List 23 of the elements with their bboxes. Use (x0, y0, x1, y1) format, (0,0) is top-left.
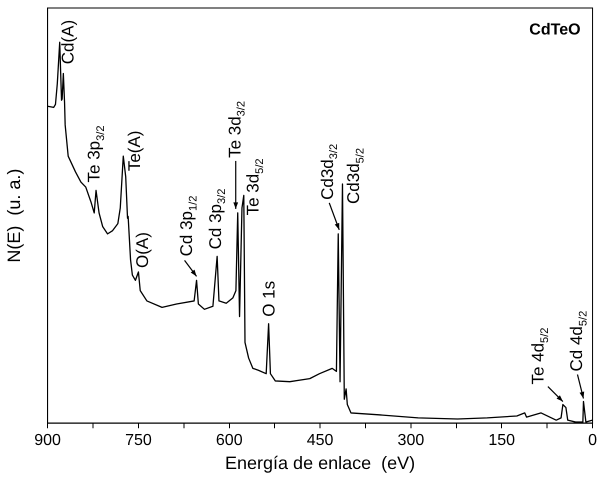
annotation: Te 3d3/2 (225, 100, 248, 158)
x-tick-label: 750 (125, 432, 152, 450)
annotation: O(A) (133, 232, 152, 268)
text: CdTeO (529, 21, 581, 38)
annotation: Cd 4d5/2 (567, 310, 590, 372)
x-tick-label: 150 (488, 432, 516, 450)
annotation: Te 3d5/2 (243, 158, 266, 216)
annotation: Te 4d5/2 (528, 328, 551, 385)
x-tick-label: 0 (588, 432, 598, 450)
x-tick-label: 600 (216, 432, 243, 450)
x-tick-label: 300 (398, 432, 424, 450)
y-axis-title: N(E) (u. a.) (4, 168, 24, 263)
x-tick-label: 450 (306, 432, 334, 450)
annotation: Cd3d5/2 (344, 148, 366, 204)
annotation: Cd 3p3/2 (206, 188, 228, 250)
annotation: Te 3p3/2 (84, 126, 108, 182)
annotation: Cd(A) (58, 20, 78, 64)
annotation: Cd3d3/2 (318, 144, 340, 200)
x-tick-label: 900 (34, 432, 62, 450)
annotation: Te(A) (124, 130, 144, 172)
x-axis-title: Energía de enlace (eV) (225, 453, 416, 474)
annotation: Cd 3p1/2 (177, 196, 200, 256)
annotation: O 1s (259, 280, 278, 317)
